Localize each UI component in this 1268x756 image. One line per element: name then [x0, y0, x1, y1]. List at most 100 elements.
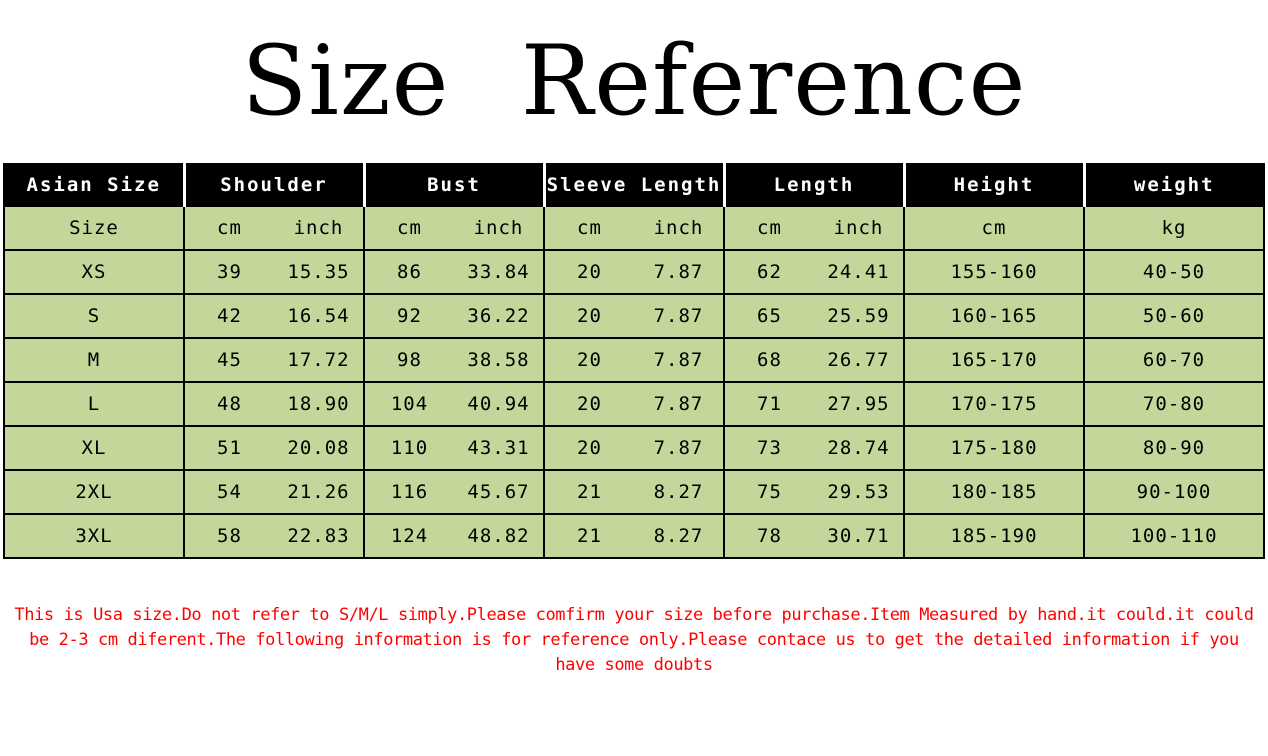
- length-inch-value: 29.53: [827, 481, 890, 503]
- length-cm-value: 68: [757, 349, 782, 371]
- height-cell: 155-160: [903, 249, 1085, 295]
- sleeve-cm-value: 20: [577, 349, 602, 371]
- weight-cell: 40-50: [1083, 249, 1265, 295]
- weight-cell: 70-80: [1083, 381, 1265, 427]
- length-cell: 73 28.74: [723, 425, 905, 471]
- disclaimer-line: be 2-3 cm diferent.The following informa…: [29, 630, 1239, 650]
- bust-cm-value: 124: [390, 525, 429, 547]
- bust-inch-value: 45.67: [467, 481, 530, 503]
- length-inch-value: 26.77: [827, 349, 890, 371]
- shoulder-inch-value: 18.90: [287, 393, 350, 415]
- sleeve-inch-value: 7.87: [653, 437, 704, 459]
- subheader-shoulder-units: cm inch: [183, 205, 365, 251]
- shoulder-cell: 45 17.72: [183, 337, 365, 383]
- bust-cm-value: 110: [390, 437, 429, 459]
- weight-cell: 50-60: [1083, 293, 1265, 339]
- height-cell: 165-170: [903, 337, 1085, 383]
- disclaimer-line: This is Usa size.Do not refer to S/M/L s…: [14, 605, 1254, 625]
- sleeve-inch-value: 7.87: [653, 349, 704, 371]
- sleeve-cell: 20 7.87: [543, 381, 725, 427]
- length-inch-value: 27.95: [827, 393, 890, 415]
- sleeve-cell: 20 7.87: [543, 425, 725, 471]
- sleeve-cell: 21 8.27: [543, 513, 725, 559]
- length-inch-value: 28.74: [827, 437, 890, 459]
- shoulder-cm-value: 54: [217, 481, 242, 503]
- page: { "title": "Size Reference", "colors": {…: [0, 22, 1268, 756]
- length-cm-value: 65: [757, 305, 782, 327]
- unit-inch: inch: [473, 217, 524, 239]
- disclaimer-line: have some doubts: [555, 655, 713, 675]
- bust-cell: 86 33.84: [363, 249, 545, 295]
- disclaimer-text: This is Usa size.Do not refer to S/M/L s…: [0, 603, 1268, 678]
- weight-cell: 90-100: [1083, 469, 1265, 515]
- height-cell: 175-180: [903, 425, 1085, 471]
- weight-cell: 100-110: [1083, 513, 1265, 559]
- unit-inch: inch: [653, 217, 704, 239]
- bust-inch-value: 43.31: [467, 437, 530, 459]
- shoulder-inch-value: 17.72: [287, 349, 350, 371]
- subheader-weight-unit: kg: [1083, 205, 1265, 251]
- shoulder-cell: 42 16.54: [183, 293, 365, 339]
- length-cm-value: 62: [757, 261, 782, 283]
- sleeve-cell: 20 7.87: [543, 293, 725, 339]
- shoulder-cm-value: 42: [217, 305, 242, 327]
- size-cell: XS: [3, 249, 185, 295]
- length-inch-value: 30.71: [827, 525, 890, 547]
- bust-cell: 116 45.67: [363, 469, 545, 515]
- shoulder-cm-value: 48: [217, 393, 242, 415]
- length-cell: 71 27.95: [723, 381, 905, 427]
- sleeve-cm-value: 21: [577, 481, 602, 503]
- unit-cm: cm: [397, 217, 422, 239]
- subheader-bust-units: cm inch: [363, 205, 545, 251]
- size-cell: S: [3, 293, 185, 339]
- table-row-l: L 48 18.90 104 40.94 20 7.87 71 27.95 170-17…: [3, 381, 1265, 427]
- shoulder-cell: 39 15.35: [183, 249, 365, 295]
- size-cell: 3XL: [3, 513, 185, 559]
- sleeve-cm-value: 20: [577, 305, 602, 327]
- sleeve-inch-value: 8.27: [653, 481, 704, 503]
- shoulder-cm-value: 45: [217, 349, 242, 371]
- length-inch-value: 24.41: [827, 261, 890, 283]
- sleeve-inch-value: 7.87: [653, 261, 704, 283]
- header-height: Height: [902, 164, 1084, 206]
- length-cell: 68 26.77: [723, 337, 905, 383]
- shoulder-cell: 58 22.83: [183, 513, 365, 559]
- subheader-sleeve-units: cm inch: [543, 205, 725, 251]
- length-cm-value: 75: [757, 481, 782, 503]
- header-asian-size: Asian Size: [4, 164, 184, 206]
- header-weight: weight: [1082, 164, 1264, 206]
- shoulder-inch-value: 20.08: [287, 437, 350, 459]
- bust-inch-value: 38.58: [467, 349, 530, 371]
- length-cm-value: 78: [757, 525, 782, 547]
- size-cell: L: [3, 381, 185, 427]
- bust-inch-value: 48.82: [467, 525, 530, 547]
- bust-cell: 92 36.22: [363, 293, 545, 339]
- height-cell: 185-190: [903, 513, 1085, 559]
- unit-inch: inch: [293, 217, 344, 239]
- header-length: Length: [722, 164, 904, 206]
- subheader-height-unit: cm: [903, 205, 1085, 251]
- size-cell: XL: [3, 425, 185, 471]
- table-row-2xl: 2XL 54 21.26 116 45.67 21 8.27 75 29.53 180-…: [3, 469, 1265, 515]
- length-cm-value: 73: [757, 437, 782, 459]
- sleeve-inch-value: 7.87: [653, 305, 704, 327]
- size-reference-table: Asian Size Shoulder Bust Sleeve Length L…: [3, 163, 1265, 559]
- bust-cell: 104 40.94: [363, 381, 545, 427]
- sleeve-cm-value: 20: [577, 393, 602, 415]
- bust-inch-value: 40.94: [467, 393, 530, 415]
- bust-cell: 110 43.31: [363, 425, 545, 471]
- table-subheader-row: Size cm inch cm inch cm inch cm inch cm kg: [3, 205, 1265, 251]
- bust-cm-value: 92: [397, 305, 422, 327]
- table-row-m: M 45 17.72 98 38.58 20 7.87 68 26.77 165-170…: [3, 337, 1265, 383]
- subheader-length-units: cm inch: [723, 205, 905, 251]
- height-cell: 180-185: [903, 469, 1085, 515]
- sleeve-inch-value: 7.87: [653, 393, 704, 415]
- header-shoulder: Shoulder: [182, 164, 364, 206]
- sleeve-cell: 20 7.87: [543, 337, 725, 383]
- length-cell: 65 25.59: [723, 293, 905, 339]
- sleeve-cm-value: 20: [577, 261, 602, 283]
- header-bust: Bust: [362, 164, 544, 206]
- sleeve-cm-value: 20: [577, 437, 602, 459]
- subheader-size: Size: [3, 205, 185, 251]
- shoulder-cm-value: 58: [217, 525, 242, 547]
